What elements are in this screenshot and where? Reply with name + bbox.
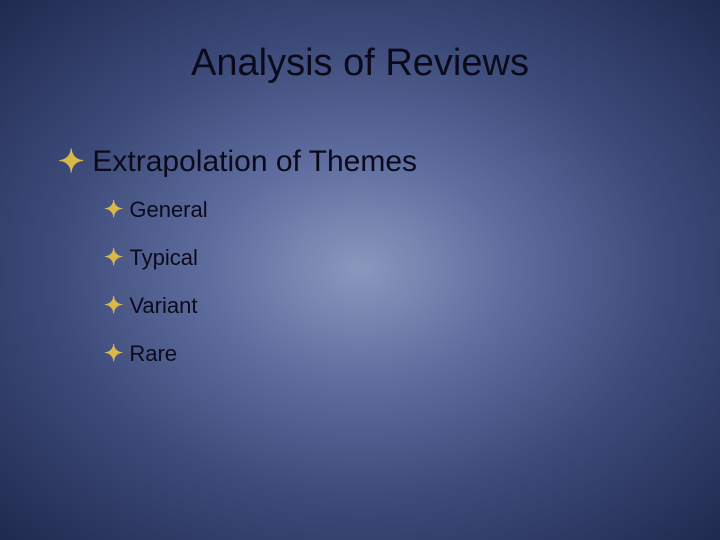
sparkle-icon: ✦ <box>104 198 123 221</box>
bullet-level2-text: Rare <box>129 341 177 367</box>
bullet-level2-text: Typical <box>129 245 197 271</box>
bullet-level2-text: General <box>129 197 207 223</box>
sparkle-icon: ✦ <box>58 146 84 178</box>
bullet-level1: ✦ Extrapolation of Themes <box>58 145 417 179</box>
bullet-level2: ✦ Typical <box>104 245 417 271</box>
bullet-level2-text: Variant <box>129 293 197 319</box>
slide-content: ✦ Extrapolation of Themes ✦ General ✦ Ty… <box>58 145 417 389</box>
sparkle-icon: ✦ <box>104 342 123 365</box>
slide: Analysis of Reviews ✦ Extrapolation of T… <box>0 0 720 540</box>
sparkle-icon: ✦ <box>104 294 123 317</box>
bullet-level2: ✦ Rare <box>104 341 417 367</box>
bullet-level1-text: Extrapolation of Themes <box>92 145 417 179</box>
bullet-level2: ✦ Variant <box>104 293 417 319</box>
slide-title: Analysis of Reviews <box>0 42 720 85</box>
bullet-level2: ✦ General <box>104 197 417 223</box>
sparkle-icon: ✦ <box>104 246 123 269</box>
